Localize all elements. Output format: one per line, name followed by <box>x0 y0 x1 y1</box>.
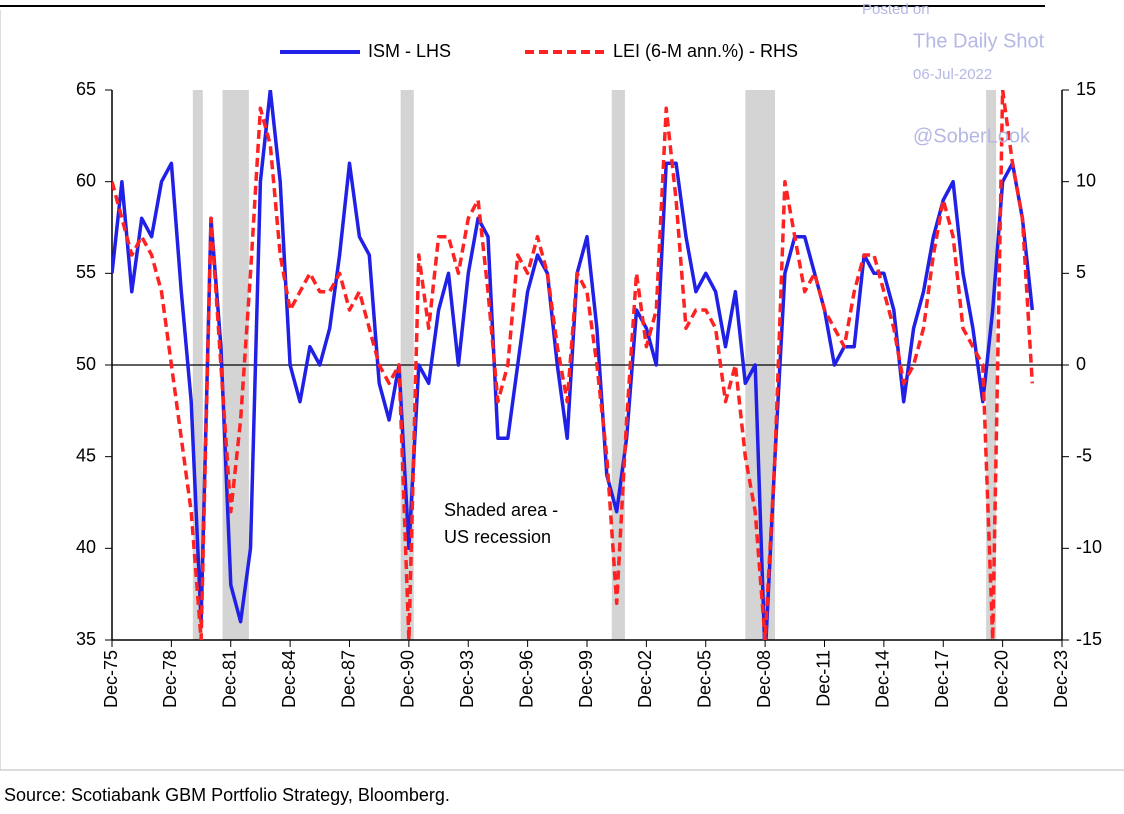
watermark: Posted on <box>862 1 930 18</box>
y-tick-label: 55 <box>76 262 96 282</box>
x-tick-label: Dec-20 <box>991 650 1011 708</box>
x-tick-label: Dec-93 <box>457 650 477 708</box>
annotation: Shaded area - <box>444 500 558 520</box>
x-tick-label: Dec-78 <box>160 650 180 708</box>
y-tick-label: 60 <box>76 170 96 190</box>
series-line <box>112 90 1035 640</box>
x-tick-label: Dec-90 <box>398 650 418 708</box>
x-tick-label: Dec-11 <box>813 650 833 707</box>
x-tick-label: Dec-02 <box>635 650 655 708</box>
legend-label: ISM - LHS <box>368 41 451 61</box>
y-tick-label: 45 <box>76 445 96 465</box>
x-tick-label: Dec-08 <box>754 650 774 708</box>
source: Source: Scotiabank GBM Portfolio Strateg… <box>4 785 450 805</box>
y2-tick-label: 0 <box>1076 354 1086 374</box>
x-tick-label: Dec-81 <box>220 650 240 708</box>
legend-label: LEI (6-M ann.%) - RHS <box>613 41 798 61</box>
y2-tick-label: -15 <box>1076 629 1102 649</box>
x-tick-label: Dec-14 <box>873 650 893 708</box>
y2-tick-label: 10 <box>1076 170 1096 190</box>
watermark: @SoberLook <box>913 125 1031 147</box>
annotation: US recession <box>444 527 551 547</box>
x-tick-label: Dec-23 <box>1051 650 1071 708</box>
y-tick-label: 50 <box>76 354 96 374</box>
y2-tick-label: -5 <box>1076 445 1092 465</box>
watermark: The Daily Shot <box>913 30 1045 52</box>
x-tick-label: Dec-96 <box>516 650 536 708</box>
y2-tick-label: 15 <box>1076 79 1096 99</box>
x-tick-label: Dec-75 <box>101 650 121 708</box>
y-tick-label: 65 <box>76 79 96 99</box>
x-tick-label: Dec-05 <box>695 650 715 708</box>
watermark: 06-Jul-2022 <box>913 66 992 83</box>
y-tick-label: 35 <box>76 629 96 649</box>
x-tick-label: Dec-99 <box>576 650 596 708</box>
x-tick-label: Dec-87 <box>338 650 358 708</box>
y-tick-label: 40 <box>76 537 96 557</box>
x-tick-label: Dec-84 <box>279 650 299 708</box>
y2-tick-label: -10 <box>1076 537 1102 557</box>
y2-tick-label: 5 <box>1076 262 1086 282</box>
series-line <box>112 90 1035 640</box>
x-tick-label: Dec-17 <box>932 650 952 708</box>
